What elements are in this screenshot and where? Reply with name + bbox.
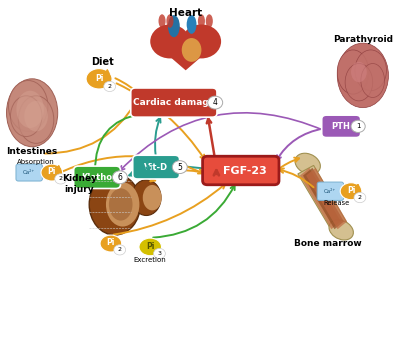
Polygon shape [154, 43, 217, 70]
Ellipse shape [182, 38, 201, 62]
FancyBboxPatch shape [203, 156, 279, 185]
Text: Heart: Heart [169, 8, 202, 18]
Polygon shape [298, 165, 347, 233]
Text: Kidney
injury: Kidney injury [62, 174, 97, 194]
Text: 2: 2 [358, 195, 362, 200]
Ellipse shape [8, 80, 48, 131]
Ellipse shape [89, 174, 140, 235]
Text: 5: 5 [177, 163, 182, 172]
Text: Excretion: Excretion [134, 257, 166, 264]
Polygon shape [300, 168, 341, 229]
Circle shape [55, 174, 67, 184]
Ellipse shape [10, 96, 42, 136]
Ellipse shape [109, 188, 132, 221]
Ellipse shape [150, 25, 190, 58]
Text: Intestines: Intestines [6, 147, 58, 156]
Text: Pi: Pi [95, 74, 103, 83]
Ellipse shape [18, 96, 54, 143]
Text: Cardiac damage: Cardiac damage [133, 98, 215, 107]
Text: 2: 2 [118, 247, 122, 252]
Ellipse shape [351, 62, 367, 82]
Text: Pi: Pi [107, 238, 115, 247]
Circle shape [354, 192, 366, 203]
Circle shape [114, 245, 126, 255]
Text: Release: Release [323, 200, 350, 206]
Ellipse shape [337, 43, 389, 108]
Ellipse shape [340, 183, 362, 200]
Text: Klotho: Klotho [81, 173, 113, 182]
Circle shape [154, 249, 165, 258]
Ellipse shape [198, 14, 205, 28]
Text: Pi: Pi [347, 186, 355, 195]
Text: 3: 3 [158, 251, 162, 256]
Text: Vit-D: Vit-D [144, 163, 168, 172]
Circle shape [112, 171, 128, 184]
Circle shape [104, 81, 115, 91]
FancyBboxPatch shape [16, 164, 43, 181]
Text: 6: 6 [117, 173, 122, 182]
Ellipse shape [295, 153, 320, 174]
Text: 1: 1 [356, 123, 360, 129]
Ellipse shape [158, 14, 166, 28]
Ellipse shape [337, 50, 369, 94]
Circle shape [208, 96, 223, 109]
FancyBboxPatch shape [133, 155, 180, 179]
Ellipse shape [186, 15, 196, 34]
Ellipse shape [345, 63, 373, 101]
Text: PTH: PTH [332, 122, 350, 131]
Ellipse shape [166, 14, 174, 28]
Text: Ca²⁺: Ca²⁺ [324, 189, 336, 194]
Text: FGF-23: FGF-23 [223, 165, 267, 176]
Ellipse shape [329, 220, 353, 240]
FancyBboxPatch shape [322, 115, 360, 137]
FancyBboxPatch shape [74, 166, 121, 189]
Text: Diet: Diet [91, 57, 114, 67]
Ellipse shape [132, 180, 161, 216]
Ellipse shape [6, 79, 58, 147]
Text: Absorption: Absorption [17, 159, 55, 165]
Ellipse shape [106, 182, 140, 226]
Ellipse shape [16, 91, 44, 128]
Ellipse shape [355, 50, 387, 91]
Ellipse shape [206, 14, 213, 28]
Text: Bone marrow: Bone marrow [294, 239, 361, 248]
Ellipse shape [24, 101, 48, 131]
FancyBboxPatch shape [317, 182, 344, 201]
Ellipse shape [361, 63, 385, 98]
Text: 4: 4 [213, 98, 218, 107]
Circle shape [172, 161, 187, 174]
Text: Parathyroid: Parathyroid [333, 35, 393, 44]
Circle shape [351, 120, 365, 132]
Text: Pi: Pi [48, 167, 56, 176]
Text: 2: 2 [59, 176, 63, 181]
Text: Ca²⁺: Ca²⁺ [23, 170, 35, 175]
Ellipse shape [86, 69, 112, 89]
Ellipse shape [139, 238, 162, 256]
Ellipse shape [100, 235, 122, 252]
Text: 2: 2 [108, 84, 112, 89]
Text: Pi: Pi [146, 242, 154, 251]
FancyBboxPatch shape [131, 88, 217, 117]
Ellipse shape [143, 185, 162, 210]
Polygon shape [303, 168, 344, 229]
Ellipse shape [168, 15, 180, 37]
Ellipse shape [182, 25, 221, 58]
Ellipse shape [41, 164, 63, 181]
Polygon shape [306, 168, 347, 229]
